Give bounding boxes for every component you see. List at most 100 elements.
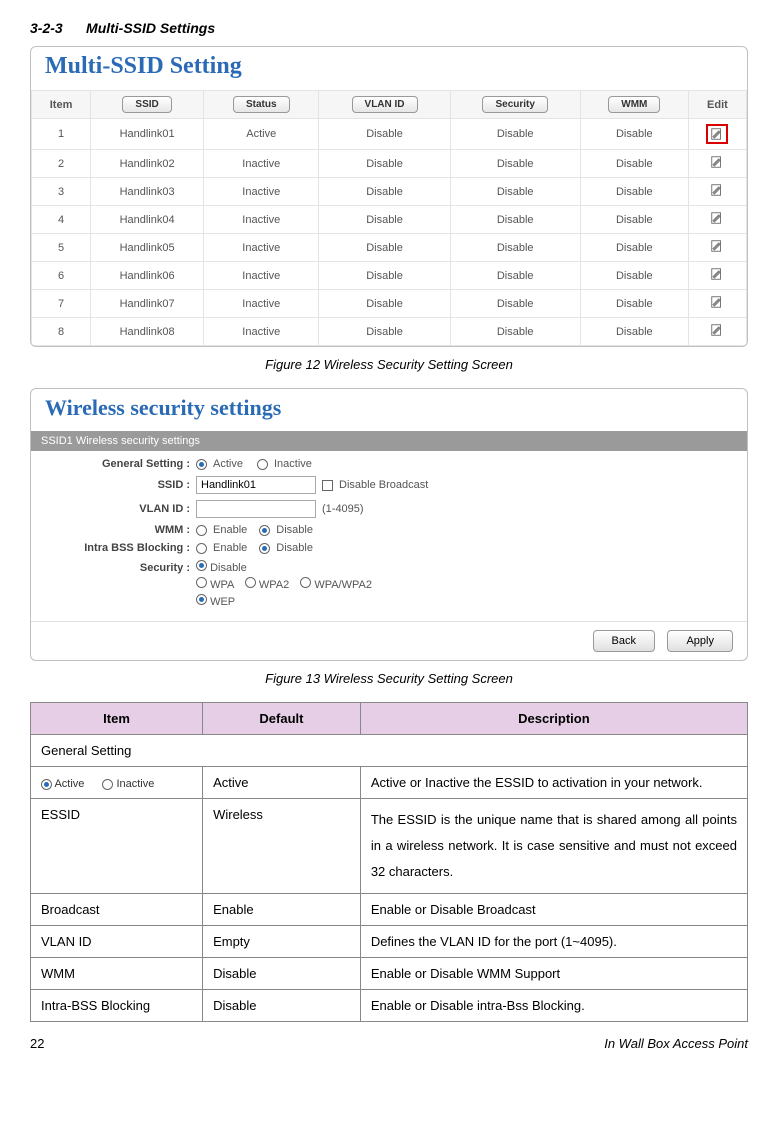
edit-cell[interactable] (688, 150, 746, 178)
table-cell: Handlink02 (91, 150, 204, 178)
radio-wmm-enable[interactable] (196, 525, 207, 536)
table-cell: Disable (580, 206, 688, 234)
table-cell: 3 (32, 178, 91, 206)
table-cell: Disable (319, 318, 450, 346)
table-cell: 7 (32, 290, 91, 318)
radio-intra-enable-label: Enable (213, 542, 247, 554)
ssid-table: Item SSID Status VLAN ID Security WMM Ed… (31, 90, 747, 346)
header-security[interactable]: Security (450, 91, 580, 119)
table-cell: Disable (580, 234, 688, 262)
table-row: Active InactiveActiveActive or Inactive … (31, 767, 748, 799)
edit-icon[interactable] (710, 211, 724, 225)
table-row: WMMDisableEnable or Disable WMM Support (31, 958, 748, 990)
label-wmm: WMM : (31, 524, 196, 536)
table-row: ESSIDWirelessThe ESSID is the unique nam… (31, 799, 748, 894)
edit-cell[interactable] (688, 119, 746, 150)
edit-icon[interactable] (710, 295, 724, 309)
radio-sec-wep[interactable] (196, 594, 207, 605)
desc-item-cell: Broadcast (31, 894, 203, 926)
edit-icon[interactable] (710, 155, 724, 169)
table-cell: Disable (319, 290, 450, 318)
radio-intra-enable[interactable] (196, 543, 207, 554)
table-cell: Disable (319, 234, 450, 262)
table-row: 5Handlink05InactiveDisableDisableDisable (32, 234, 747, 262)
table-row: 1Handlink01ActiveDisableDisableDisable (32, 119, 747, 150)
desc-header-desc: Description (360, 703, 747, 735)
table-cell: Disable (450, 119, 580, 150)
edit-cell[interactable] (688, 262, 746, 290)
header-item: Item (32, 91, 91, 119)
header-vlan[interactable]: VLAN ID (319, 91, 450, 119)
desc-default-cell: Disable (203, 990, 361, 1022)
table-cell: Disable (450, 206, 580, 234)
desc-description-cell: Enable or Disable WMM Support (360, 958, 747, 990)
table-cell: Disable (450, 178, 580, 206)
edit-cell[interactable] (688, 318, 746, 346)
label-vlan: VLAN ID : (31, 503, 196, 515)
edit-cell[interactable] (688, 234, 746, 262)
table-row: VLAN IDEmptyDefines the VLAN ID for the … (31, 926, 748, 958)
table-cell: Handlink01 (91, 119, 204, 150)
table-cell: Disable (580, 178, 688, 206)
table-row: 6Handlink06InactiveDisableDisableDisable (32, 262, 747, 290)
header-edit: Edit (688, 91, 746, 119)
desc-description-cell: Active or Inactive the ESSID to activati… (360, 767, 747, 799)
table-cell: 1 (32, 119, 91, 150)
desc-description-cell: Enable or Disable intra-Bss Blocking. (360, 990, 747, 1022)
radio-wmm-disable[interactable] (259, 525, 270, 536)
apply-button[interactable]: Apply (667, 630, 733, 652)
table-row: 4Handlink04InactiveDisableDisableDisable (32, 206, 747, 234)
radio-sec-wpa2[interactable] (245, 577, 256, 588)
description-table: Item Default Description General Setting… (30, 702, 748, 1022)
table-cell: Disable (450, 234, 580, 262)
edit-icon[interactable] (710, 323, 724, 337)
edit-cell[interactable] (688, 290, 746, 318)
table-row: 8Handlink08InactiveDisableDisableDisable (32, 318, 747, 346)
radio-sec-wpa[interactable] (196, 577, 207, 588)
panel-subbar: SSID1 Wireless security settings (31, 431, 747, 451)
table-cell: 8 (32, 318, 91, 346)
checkbox-disable-broadcast[interactable] (322, 480, 333, 491)
table-cell: Inactive (204, 206, 319, 234)
edit-icon[interactable] (710, 127, 724, 141)
header-ssid[interactable]: SSID (91, 91, 204, 119)
edit-icon[interactable] (710, 267, 724, 281)
header-wmm[interactable]: WMM (580, 91, 688, 119)
radio-sec-disable[interactable] (196, 560, 207, 571)
desc-description-cell: The ESSID is the unique name that is sha… (360, 799, 747, 894)
multi-ssid-panel: Multi-SSID Setting Item SSID Status VLAN… (30, 46, 748, 347)
desc-item-cell: ESSID (31, 799, 203, 894)
edit-icon[interactable] (710, 183, 724, 197)
back-button[interactable]: Back (593, 630, 655, 652)
table-row: BroadcastEnableEnable or Disable Broadca… (31, 894, 748, 926)
table-cell: Disable (580, 262, 688, 290)
section-number: 3-2-3 (30, 20, 63, 36)
desc-default-cell: Wireless (203, 799, 361, 894)
panel-title: Multi-SSID Setting (31, 47, 747, 90)
radio-intra-disable[interactable] (259, 543, 270, 554)
radio-sec-wpa-label: WPA (210, 579, 234, 591)
radio-sec-wpawpa2[interactable] (300, 577, 311, 588)
edit-cell[interactable] (688, 178, 746, 206)
table-cell: Inactive (204, 150, 319, 178)
vlan-input[interactable] (196, 500, 316, 518)
table-cell: Disable (319, 206, 450, 234)
page-footer: 22 In Wall Box Access Point (30, 1036, 748, 1051)
radio-wmm-disable-label: Disable (276, 524, 313, 536)
radio-active[interactable] (196, 459, 207, 470)
table-cell: Inactive (204, 318, 319, 346)
table-cell: 2 (32, 150, 91, 178)
desc-item-cell: Active Inactive (31, 767, 203, 799)
desc-description-cell: Defines the VLAN ID for the port (1~4095… (360, 926, 747, 958)
desc-item-cell: Intra-BSS Blocking (31, 990, 203, 1022)
radio-wmm-enable-label: Enable (213, 524, 247, 536)
edit-cell[interactable] (688, 206, 746, 234)
ssid-input[interactable] (196, 476, 316, 494)
table-cell: Disable (450, 150, 580, 178)
edit-icon[interactable] (710, 239, 724, 253)
radio-inactive[interactable] (257, 459, 268, 470)
header-status[interactable]: Status (204, 91, 319, 119)
desc-header-item: Item (31, 703, 203, 735)
label-security: Security : (31, 560, 196, 574)
table-row: 7Handlink07InactiveDisableDisableDisable (32, 290, 747, 318)
